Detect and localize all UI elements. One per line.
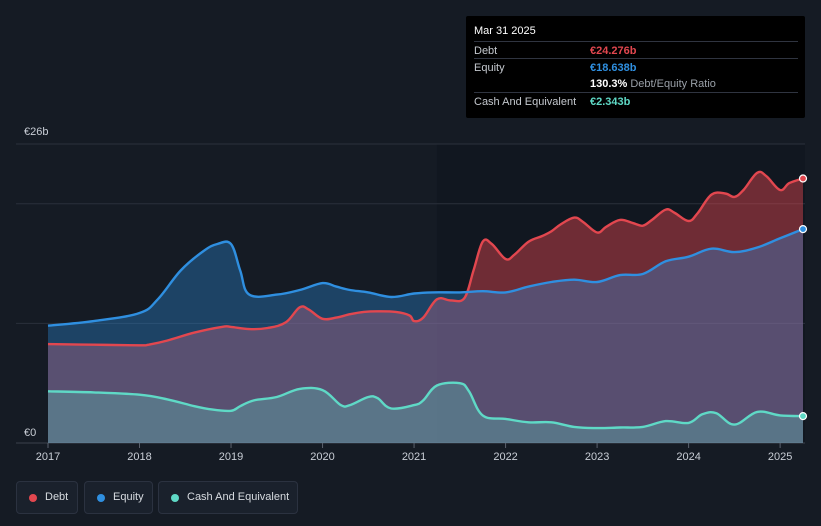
- tooltip-equity-value: €18.638b: [590, 62, 637, 74]
- x-tick-label: 2025: [768, 451, 792, 463]
- equity-line: [47, 227, 804, 327]
- tooltip-debt-label: Debt: [474, 45, 498, 57]
- legend-debt-label: Debt: [45, 491, 69, 503]
- x-tick-label: 2023: [585, 451, 609, 463]
- tooltip: Mar 31 2025 Debt €24.276b Equity €18.638…: [466, 16, 805, 118]
- equity-end-marker: [798, 225, 808, 234]
- x-tick-label: 2024: [676, 451, 700, 463]
- tooltip-row-cash: Cash And Equivalent €2.343b: [474, 92, 798, 110]
- tooltip-date: Mar 31 2025: [474, 25, 536, 37]
- x-tick-label: 2018: [127, 451, 151, 463]
- x-tick-label: 2019: [219, 451, 243, 463]
- tooltip-equity-label: Equity: [474, 62, 505, 74]
- tooltip-cash-value: €2.343b: [590, 96, 631, 108]
- tooltip-ratio-label: Debt/Equity Ratio: [630, 78, 716, 90]
- debt-end-marker: [798, 174, 808, 183]
- tooltip-cash-label: Cash And Equivalent: [474, 96, 577, 108]
- x-tick-label: 2017: [36, 451, 60, 463]
- debt-dot-icon: [29, 494, 37, 502]
- tooltip-row-debt: Debt €24.276b: [474, 41, 798, 59]
- legend-cash-label: Cash And Equivalent: [187, 491, 290, 503]
- x-tick-label: 2020: [310, 451, 334, 463]
- x-tick-label: 2021: [402, 451, 426, 463]
- tooltip-row-ratio: 130.3% Debt/Equity Ratio: [474, 75, 798, 92]
- equity-area: [48, 229, 803, 443]
- cash-and-equivalent-end-marker: [798, 411, 808, 421]
- legend-cash[interactable]: Cash And Equivalent: [158, 481, 298, 514]
- debt-area: [48, 171, 803, 443]
- y-tick-label: €26b: [24, 126, 48, 138]
- tooltip-ratio-value: 130.3%: [590, 78, 628, 90]
- cash-and-equivalent-line: [47, 381, 804, 430]
- tooltip-row-equity: Equity €18.638b: [474, 58, 798, 76]
- legend-debt[interactable]: Debt: [16, 481, 78, 514]
- debt-line: [47, 170, 804, 347]
- legend-equity[interactable]: Equity: [84, 481, 153, 514]
- legend-equity-label: Equity: [113, 491, 144, 503]
- cash-dot-icon: [171, 494, 179, 502]
- tooltip-debt-value: €24.276b: [590, 45, 637, 57]
- equity-dot-icon: [97, 494, 105, 502]
- x-tick-label: 2022: [493, 451, 517, 463]
- tooltip-ratio: 130.3% Debt/Equity Ratio: [590, 78, 716, 90]
- y-tick-label: €0: [24, 427, 36, 439]
